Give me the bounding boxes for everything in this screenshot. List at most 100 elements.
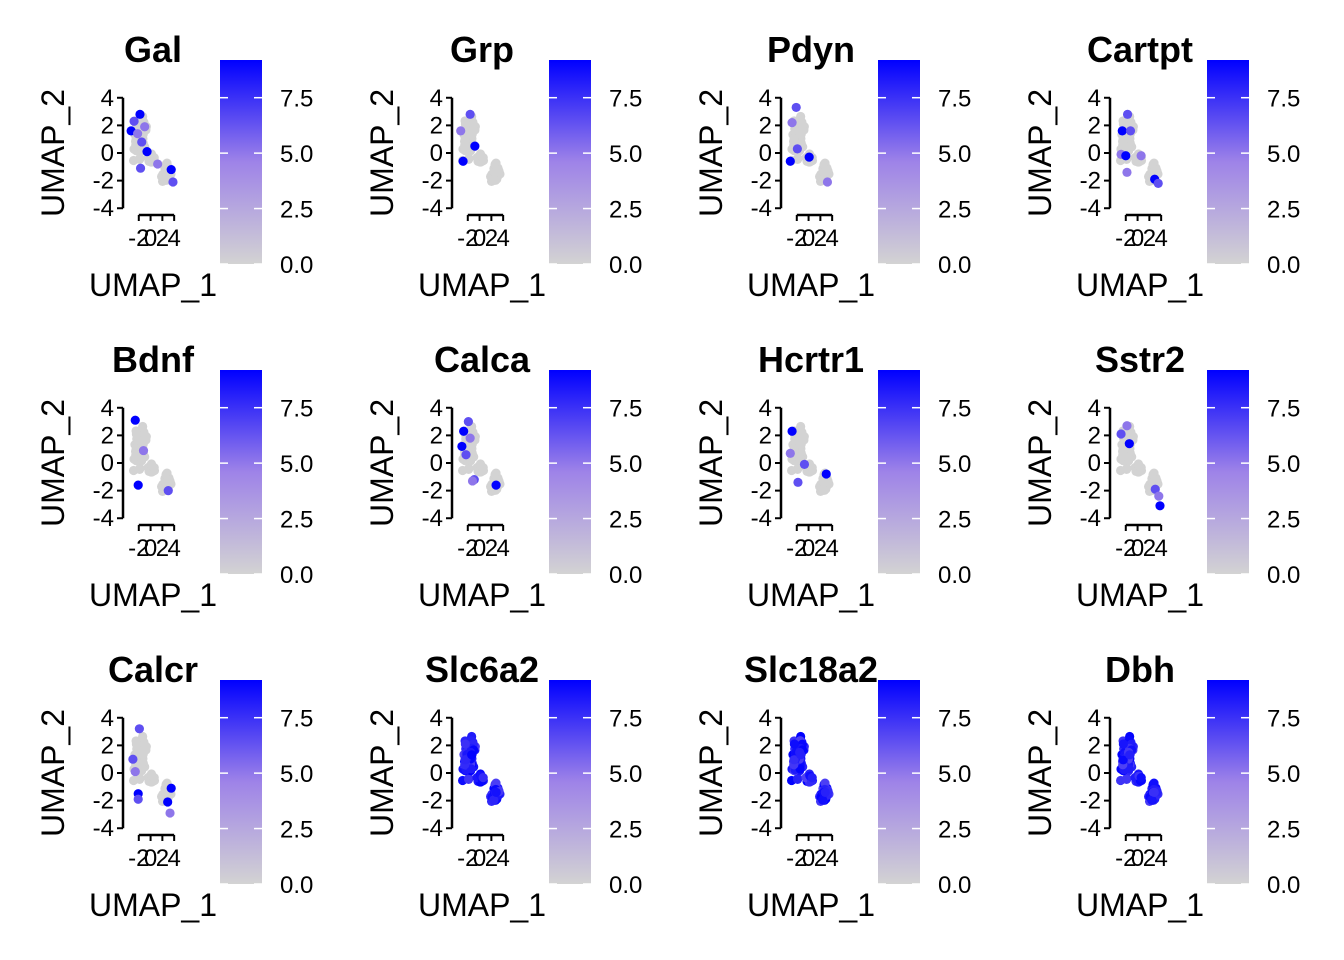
- cell-point: [1118, 445, 1128, 455]
- y-tick-label: -4: [751, 815, 772, 842]
- y-tick-label: 4: [759, 705, 772, 732]
- colorbar-tick-label: 7.5: [280, 706, 313, 733]
- colorbar-tick-label: 7.5: [280, 86, 313, 113]
- cell-point: [149, 773, 159, 783]
- expressing-cell-point: [130, 767, 140, 777]
- x-tick-label: 0: [802, 535, 815, 562]
- y-tick-label: 2: [430, 112, 443, 139]
- colorbar-tick-label: 2.5: [1267, 197, 1300, 224]
- expressing-cell-point: [1124, 439, 1134, 449]
- expressing-cell-point: [1116, 429, 1126, 439]
- cell-point: [1125, 750, 1135, 760]
- colorbar-tick-label: 2.5: [1267, 817, 1300, 844]
- y-tick-label: 4: [101, 705, 114, 732]
- cell-point: [149, 463, 159, 473]
- x-tick-label: 0: [144, 225, 157, 252]
- x-tick-label: -2: [128, 535, 149, 562]
- y-tick-label: -4: [1080, 195, 1101, 222]
- expressing-cell-point: [129, 116, 139, 126]
- cell-point: [792, 774, 803, 784]
- x-axis-title: UMAP_1: [747, 267, 875, 303]
- point-layer: [786, 731, 834, 807]
- colorbar-tick-label: 0.0: [609, 252, 642, 279]
- expressing-cell-point: [1122, 167, 1132, 177]
- y-tick-label: -4: [1080, 815, 1101, 842]
- expressing-cell-point: [133, 480, 143, 490]
- colorbar-tick-label: 5.0: [1267, 451, 1300, 478]
- x-tick-label: 4: [167, 845, 180, 872]
- y-tick-label: 0: [101, 760, 114, 787]
- cell-point: [818, 795, 828, 805]
- y-tick-label: 0: [759, 760, 772, 787]
- colorbar-tick-label: 7.5: [938, 706, 971, 733]
- panel-title: Slc18a2: [744, 649, 878, 690]
- x-tick-label: 4: [496, 535, 509, 562]
- y-tick-label: 0: [759, 450, 772, 477]
- x-tick-label: 2: [485, 225, 498, 252]
- point-layer: [1115, 731, 1163, 807]
- y-axis-title: UMAP_2: [693, 399, 729, 527]
- y-tick-label: 2: [1088, 732, 1101, 759]
- expressing-cell-point: [1121, 151, 1131, 161]
- panel-title: Calcr: [108, 649, 198, 690]
- cell-point: [818, 485, 828, 495]
- cell-point: [131, 429, 141, 439]
- expressing-cell-point: [134, 724, 144, 734]
- colorbar-tick-label: 7.5: [609, 396, 642, 423]
- colorbar-tick-label: 0.0: [1267, 252, 1300, 279]
- y-tick-label: -4: [93, 505, 114, 532]
- colorbar: [1207, 60, 1249, 264]
- expressing-cell-point: [791, 102, 801, 113]
- point-layer: [785, 102, 834, 187]
- y-axis-title: UMAP_2: [35, 709, 71, 837]
- y-tick-label: 4: [101, 395, 114, 422]
- y-tick-label: 4: [1088, 85, 1101, 112]
- cell-point: [1118, 135, 1128, 145]
- y-tick-label: 0: [1088, 450, 1101, 477]
- cell-point: [134, 154, 145, 164]
- x-tick-label: -2: [1115, 535, 1136, 562]
- x-tick-label: -2: [128, 845, 149, 872]
- y-tick-label: -4: [422, 195, 443, 222]
- y-tick-label: -2: [93, 168, 114, 195]
- cell-point: [1121, 464, 1132, 474]
- cell-point: [1121, 774, 1132, 784]
- cell-point: [460, 135, 470, 145]
- x-tick-label: 2: [485, 845, 498, 872]
- x-axis-title: UMAP_1: [747, 577, 875, 613]
- cell-point: [820, 167, 830, 177]
- cell-point: [131, 739, 141, 749]
- x-tick-label: 0: [144, 535, 157, 562]
- colorbar-tick-label: 5.0: [609, 141, 642, 168]
- expressing-cell-point: [463, 416, 473, 427]
- colorbar: [878, 370, 920, 574]
- x-tick-label: 4: [496, 845, 509, 872]
- expressing-cell-point: [470, 141, 480, 151]
- expressing-cell-point: [140, 122, 150, 132]
- x-tick-label: 4: [1154, 225, 1167, 252]
- cell-point: [460, 739, 470, 749]
- cell-point: [463, 774, 474, 784]
- colorbar-tick-label: 5.0: [938, 761, 971, 788]
- expressing-cell-point: [491, 480, 501, 490]
- y-tick-label: 4: [1088, 395, 1101, 422]
- colorbar-tick-label: 2.5: [609, 197, 642, 224]
- x-tick-label: 0: [1131, 845, 1144, 872]
- y-tick-label: 4: [759, 85, 772, 112]
- y-tick-label: 2: [1088, 112, 1101, 139]
- x-tick-label: -2: [457, 225, 478, 252]
- expressing-cell-point: [804, 152, 814, 162]
- cell-point: [478, 463, 488, 473]
- cell-point: [796, 130, 806, 140]
- x-tick-label: -2: [457, 845, 478, 872]
- y-tick-label: 0: [1088, 760, 1101, 787]
- point-layer: [785, 421, 834, 497]
- panel-title: Dbh: [1105, 649, 1175, 690]
- y-axis-title: UMAP_2: [1022, 89, 1058, 217]
- expressing-cell-point: [458, 156, 468, 166]
- cell-point: [1136, 463, 1146, 473]
